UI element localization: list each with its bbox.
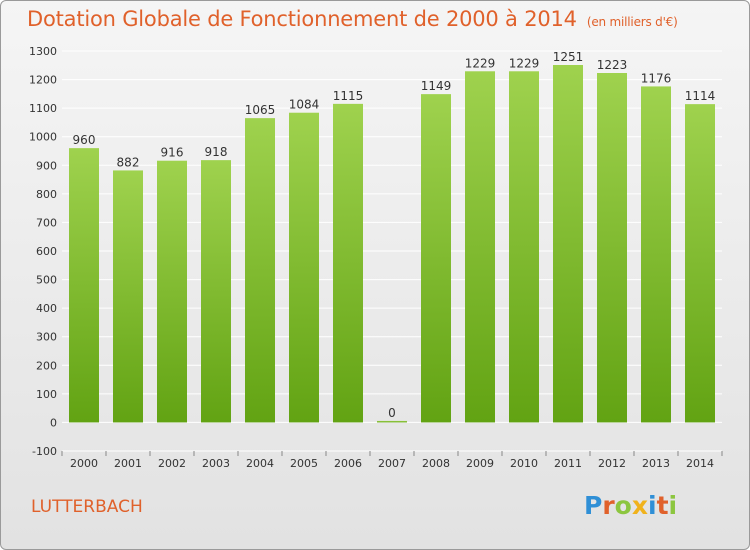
logo-letter: r (602, 491, 615, 520)
logo-letter: P (584, 491, 603, 520)
bar-2000 (69, 148, 99, 423)
x-tick-label: 2013 (642, 457, 670, 470)
x-tick-label: 2014 (686, 457, 714, 470)
y-tick-label: 700 (36, 216, 57, 229)
data-label: 1114 (685, 89, 716, 103)
bar-2005 (289, 112, 319, 423)
logo-letter: o (614, 491, 632, 520)
data-label: 918 (205, 145, 228, 159)
bar-2013 (641, 86, 671, 423)
y-tick-label: 900 (36, 159, 57, 172)
bar-2008 (421, 94, 451, 423)
bar-2003 (201, 160, 231, 423)
y-tick-label: 1000 (29, 131, 57, 144)
chart-unit: (en milliers d'€) (586, 15, 678, 29)
bar-2002 (157, 160, 187, 423)
data-label: 1251 (553, 50, 584, 64)
x-tick-label: 2008 (422, 457, 450, 470)
bar-2001 (113, 170, 143, 423)
data-label: 960 (73, 133, 96, 147)
data-label: 0 (388, 406, 396, 420)
y-tick-label: 100 (36, 388, 57, 401)
data-label: 1229 (509, 56, 540, 70)
y-tick-label: 600 (36, 245, 57, 258)
x-tick-label: 2010 (510, 457, 538, 470)
commune-name: LUTTERBACH (31, 497, 143, 517)
data-label: 916 (161, 146, 184, 160)
logo-letter: i (668, 491, 678, 520)
logo-letter: x (631, 491, 648, 520)
bar-2009 (465, 71, 495, 423)
data-labels: 960 882 916 918 1065 1084 1115 0 1149 1229 1229 125… (73, 50, 716, 420)
x-tick-label: 2002 (158, 457, 186, 470)
x-tick-label: 2012 (598, 457, 626, 470)
y-tick-label: 300 (36, 331, 57, 344)
x-tick-label: 2006 (334, 457, 362, 470)
bar-2011 (553, 65, 583, 423)
y-tick-label: -100 (32, 445, 57, 458)
x-tick-label: 2007 (378, 457, 406, 470)
x-tick-label: 2001 (114, 457, 142, 470)
y-axis: -100 0 100 200 300 400 500 600 700 800 900 1000 1100… (29, 45, 723, 458)
proxiti-logo: Proxiti (584, 491, 677, 520)
logo-letter: t (656, 491, 669, 520)
y-tick-label: 200 (36, 359, 57, 372)
y-tick-label: 1200 (29, 74, 57, 87)
bar-2012 (597, 73, 627, 423)
bar-2006 (333, 103, 363, 423)
data-label: 1223 (597, 58, 628, 72)
data-label: 1149 (421, 79, 452, 93)
logo-letter: i (648, 491, 657, 520)
bars (69, 65, 715, 423)
bar-2014 (685, 104, 715, 423)
y-tick-label: 1100 (29, 102, 57, 115)
data-label: 1115 (333, 89, 364, 103)
chart-title-text: Dotation Globale de Fonctionnement de 20… (27, 7, 577, 31)
data-label: 1084 (289, 98, 320, 112)
y-tick-label: 1300 (29, 45, 57, 58)
x-axis-labels: 2000 2001 2002 2003 2004 2005 2006 2007 2008 2009… (70, 457, 714, 470)
bar-2004 (245, 118, 275, 423)
x-tick-label: 2005 (290, 457, 318, 470)
y-tick-label: 500 (36, 274, 57, 287)
x-tick-label: 2011 (554, 457, 582, 470)
x-tick-label: 2009 (466, 457, 494, 470)
data-label: 882 (117, 155, 140, 169)
x-tick-label: 2003 (202, 457, 230, 470)
data-label: 1065 (245, 103, 276, 117)
x-tick-label: 2004 (246, 457, 274, 470)
x-tick-label: 2000 (70, 457, 98, 470)
data-label: 1229 (465, 56, 496, 70)
data-label: 1176 (641, 71, 672, 85)
y-tick-label: 800 (36, 188, 57, 201)
bar-2007 (377, 420, 407, 423)
chart-title: Dotation Globale de Fonctionnement de 20… (27, 7, 678, 31)
y-tick-label: 400 (36, 302, 57, 315)
bar-2010 (509, 71, 539, 423)
y-tick-label: 0 (50, 416, 57, 429)
